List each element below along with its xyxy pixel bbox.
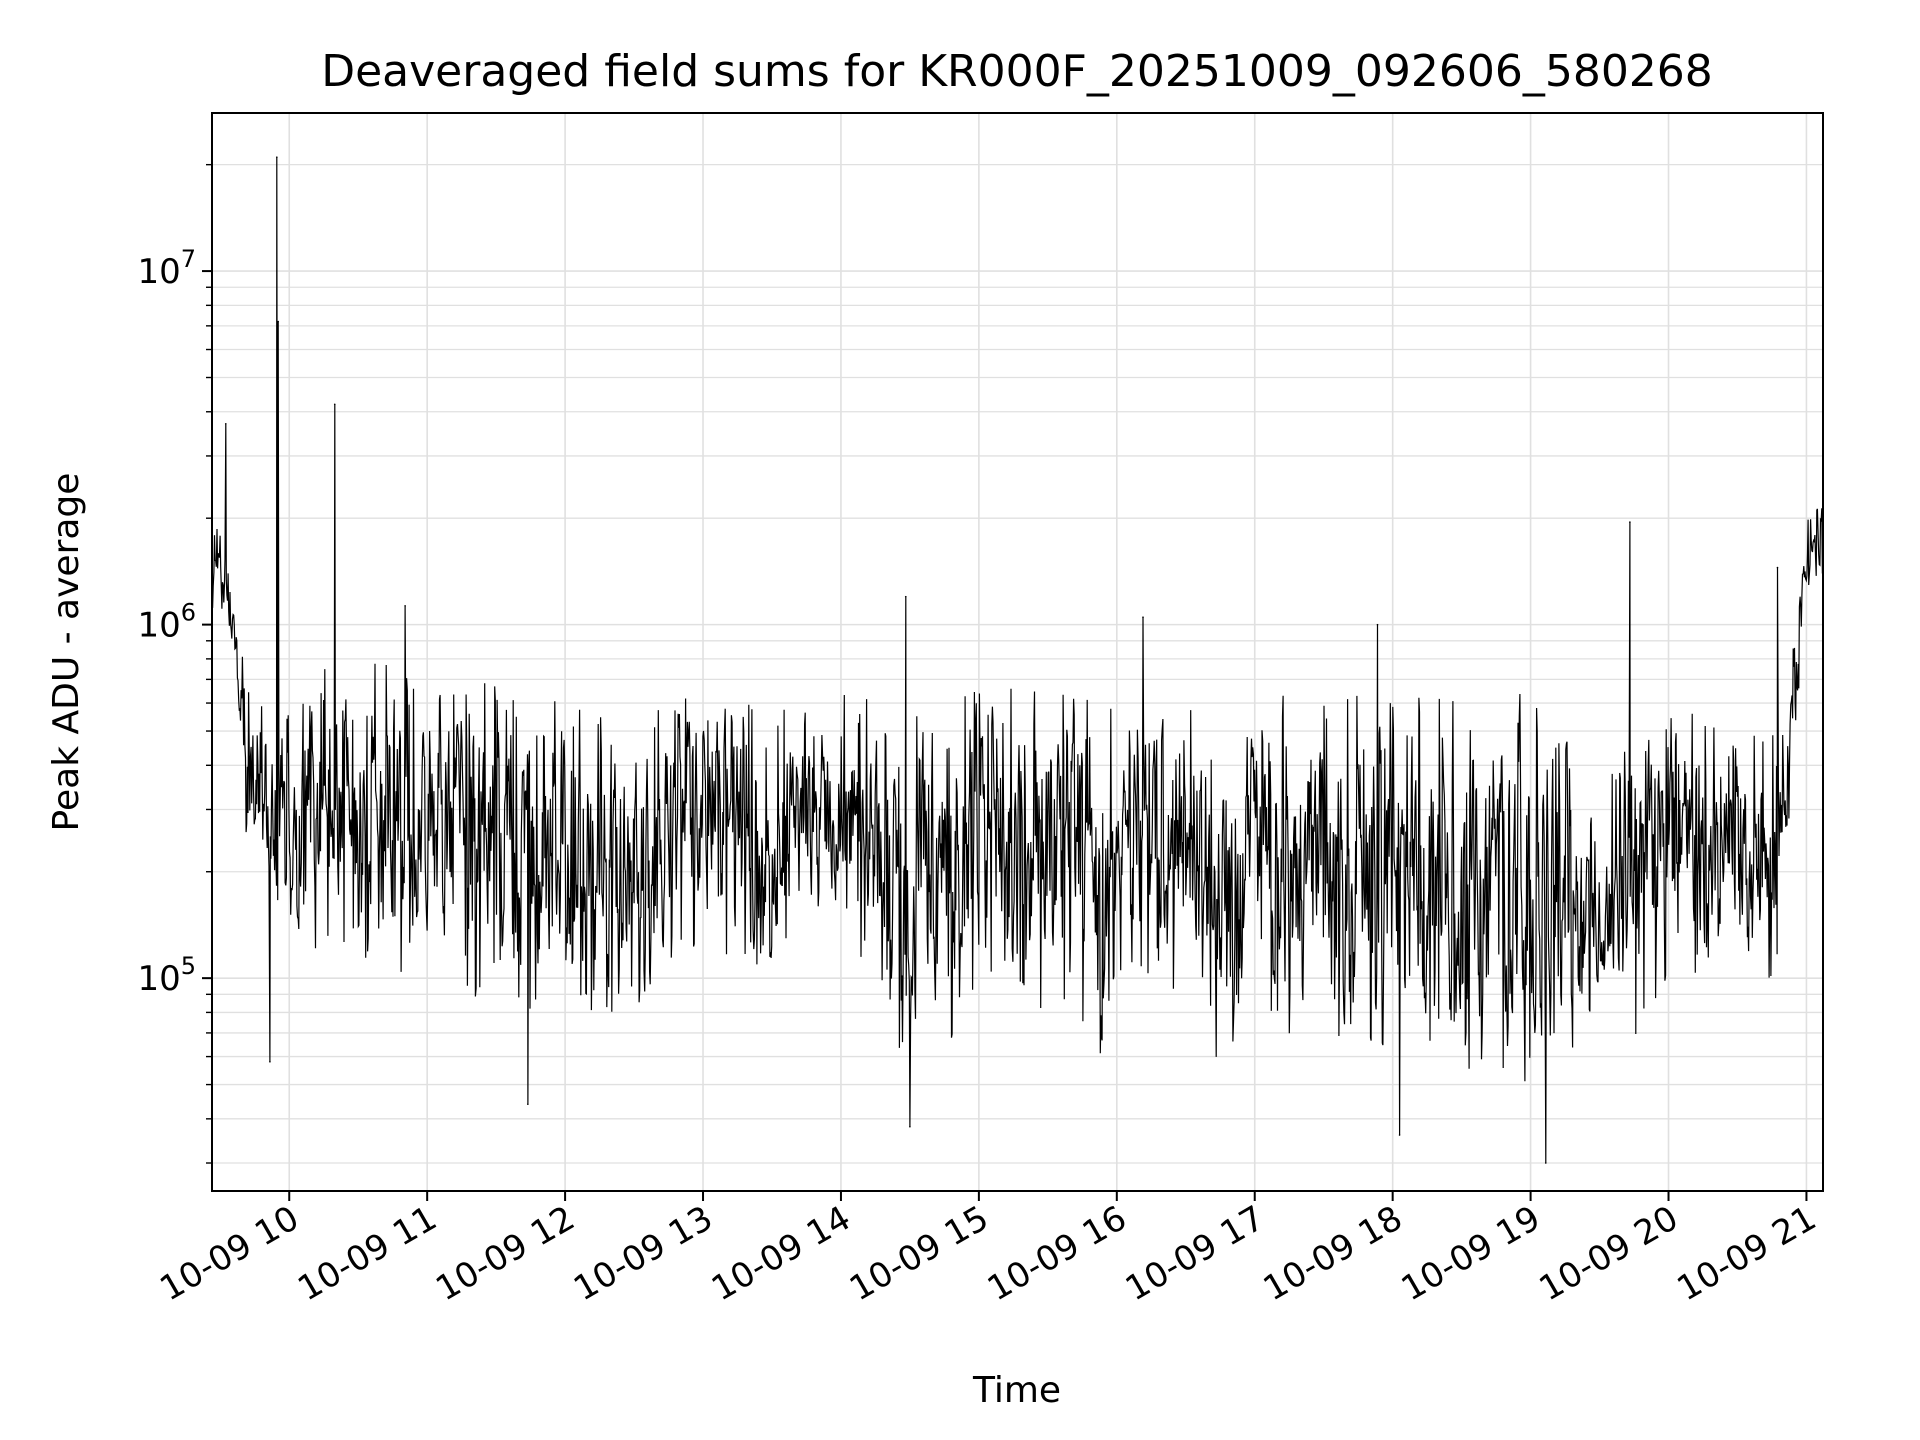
y-tick-exponent: 6 — [181, 599, 196, 627]
spike-point — [333, 403, 336, 406]
spike-point — [1376, 623, 1379, 626]
y-tick-base: 10 — [137, 252, 180, 292]
spike-point — [1544, 1162, 1547, 1164]
y-axis-label: Peak ADU - average — [46, 473, 87, 832]
series-line — [211, 157, 1824, 1164]
plot-area — [212, 113, 1823, 1191]
spike-point — [904, 595, 907, 598]
spike-point — [909, 1125, 911, 1128]
y-tick-exponent: 5 — [181, 952, 196, 980]
y-tick-label: 106 — [137, 599, 196, 646]
spike-point — [404, 605, 406, 607]
spike-point — [1398, 1134, 1401, 1136]
spike-point — [1776, 566, 1779, 569]
spike-point — [224, 422, 227, 425]
spike-point — [1629, 521, 1631, 523]
x-tick-label: 10-09 18 — [1257, 1198, 1409, 1309]
x-tick-label: 10-09 20 — [1533, 1198, 1685, 1309]
x-tick-label: 10-09 19 — [1395, 1198, 1547, 1309]
spike-point — [527, 1103, 529, 1106]
spike-point — [277, 320, 280, 323]
axes-frame — [211, 112, 1824, 1192]
y-tick-base: 10 — [137, 606, 180, 646]
x-tick-label: 10-09 21 — [1671, 1198, 1823, 1309]
y-tick-label: 107 — [137, 245, 196, 292]
x-tick-label: 10-09 15 — [843, 1198, 995, 1309]
chart-title: Deaveraged field sums for KR000F_2025100… — [321, 46, 1713, 97]
y-tick-label: 105 — [137, 952, 196, 999]
y-tick-exponent: 7 — [181, 245, 196, 273]
x-tick-label: 10-09 10 — [153, 1198, 305, 1309]
x-tick-label: 10-09 13 — [567, 1198, 719, 1309]
x-tick-label: 10-09 14 — [705, 1198, 857, 1309]
spike-point — [269, 1060, 271, 1063]
x-tick-label: 10-09 17 — [1119, 1198, 1271, 1309]
x-tick-label: 10-09 11 — [291, 1198, 443, 1309]
spike-point — [1142, 616, 1144, 618]
x-tick-label: 10-09 12 — [429, 1198, 581, 1309]
x-tick-label: 10-09 16 — [981, 1198, 1133, 1309]
grid — [212, 113, 1823, 1191]
data-series — [211, 156, 1824, 1164]
x-axis-label: Time — [972, 1370, 1061, 1411]
y-tick-base: 10 — [137, 959, 180, 999]
spike-point — [276, 156, 278, 158]
